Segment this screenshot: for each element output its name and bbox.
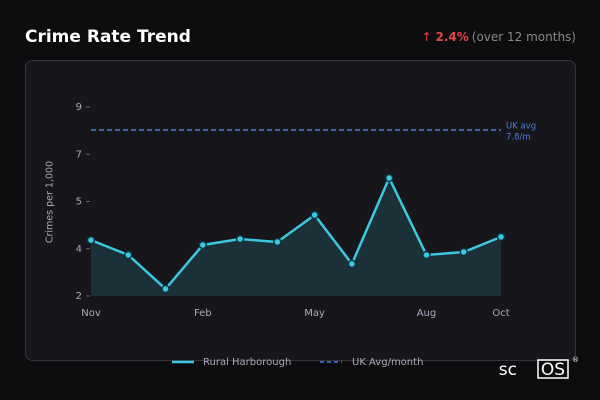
- point: [124, 250, 133, 260]
- point: [198, 240, 208, 250]
- point: [273, 237, 282, 247]
- x-tick-label: Nov: [81, 308, 101, 319]
- y-tick-label: 5: [76, 197, 82, 208]
- y-axis-label: Crimes per 1,000: [45, 161, 56, 243]
- y-tick-label: 4: [76, 244, 82, 255]
- brand-prefix: sc: [499, 360, 517, 380]
- x-tick-label: Feb: [194, 308, 212, 319]
- brand-box: [537, 359, 569, 379]
- point: [235, 234, 245, 244]
- y-tick-label: 7: [76, 149, 82, 160]
- title: Crime Rate Trend: [25, 27, 191, 47]
- point: [422, 250, 431, 260]
- period: (over 12 months): [472, 30, 576, 44]
- change: 2.4%: [435, 30, 468, 44]
- area: [91, 178, 501, 296]
- legend-label: Rural Harborough: [203, 357, 291, 368]
- point: [347, 259, 357, 269]
- x-tick-label: Oct: [492, 308, 509, 319]
- brand-registered: ®: [572, 356, 579, 364]
- arrow-icon: ↑: [422, 30, 436, 44]
- reference-label: 7.8/m: [506, 132, 531, 142]
- point: [384, 173, 394, 183]
- line: [90, 175, 502, 291]
- x-tick-label: Aug: [417, 308, 437, 319]
- point: [161, 284, 170, 294]
- point: [459, 247, 468, 257]
- point: [86, 235, 96, 245]
- legend-label: UK Avg/month: [352, 357, 423, 368]
- y-tick-label: 9: [76, 102, 82, 113]
- x-tick-label: May: [304, 308, 325, 319]
- brand-boxed: OS: [541, 360, 565, 380]
- point: [496, 232, 506, 242]
- reference-label: UK avg: [506, 121, 536, 131]
- point: [310, 210, 319, 220]
- change-summary: ↑ 2.4% (over 12 months): [422, 30, 576, 44]
- y-tick-label: 2: [76, 291, 82, 302]
